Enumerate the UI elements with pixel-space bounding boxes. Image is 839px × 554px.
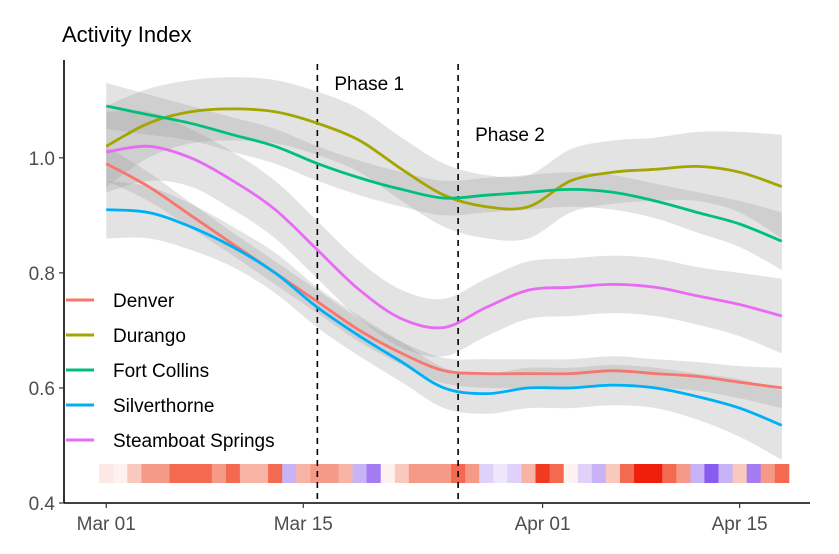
x-tick-label: Apr 01 (515, 514, 571, 535)
heat-cell (690, 464, 705, 483)
heat-cell (113, 464, 128, 483)
legend-label: Silverthorne (113, 396, 214, 417)
band-steamboat-springs (106, 110, 782, 357)
line-silverthorne (106, 208, 783, 427)
heat-cell (563, 464, 579, 483)
chart-title: Activity Index (62, 22, 192, 47)
line-steamboat-springs (105, 144, 783, 330)
heat-cell (591, 464, 607, 483)
heat-cell (577, 464, 593, 483)
legend-label: Durango (113, 326, 186, 347)
heat-cell (380, 464, 396, 483)
heat-cell (422, 464, 438, 483)
heat-cell (493, 464, 508, 483)
heat-cell (127, 464, 142, 483)
y-tick-label: 1.0 (29, 149, 55, 170)
legend-label: Denver (113, 291, 175, 312)
heat-cell (605, 464, 621, 483)
line-fort-collins (105, 104, 783, 243)
legend-label: Steamboat Springs (113, 431, 275, 452)
heat-cell (535, 464, 550, 483)
heat-cell (521, 464, 536, 483)
band-silverthorne (106, 180, 782, 460)
phase-label-1: Phase 1 (334, 74, 404, 95)
heat-cell (155, 464, 170, 483)
heat-cell (746, 464, 762, 483)
heat-cell (648, 464, 663, 483)
legend-label: Fort Collins (113, 361, 209, 382)
y-tick-label: 0.6 (29, 379, 55, 400)
heat-cell (324, 464, 339, 483)
heat-cell (408, 464, 424, 483)
line-denver (105, 162, 782, 390)
heat-cell (141, 464, 156, 483)
heat-cell (239, 464, 255, 483)
heat-cell (676, 464, 691, 483)
heat-cell (760, 464, 776, 483)
heat-cell (282, 464, 297, 483)
x-tick-label: Apr 15 (712, 514, 768, 535)
heat-cell (296, 464, 311, 483)
band-denver (106, 146, 782, 409)
heat-cell (225, 464, 241, 483)
phase-lines: Phase 1 Phase 2 (316, 64, 545, 503)
heat-cell (254, 464, 269, 483)
x-tick-label: Mar 15 (274, 514, 333, 535)
heat-cell (211, 464, 227, 483)
series-lines (105, 104, 783, 427)
heat-cell (704, 464, 719, 483)
heat-strip (99, 464, 790, 483)
heat-cell (169, 464, 185, 483)
y-tick-label: 0.4 (29, 494, 56, 515)
heat-cell (338, 464, 353, 483)
confidence-bands (106, 77, 782, 460)
y-tick-label: 0.8 (29, 264, 55, 285)
heat-cell (620, 464, 635, 483)
heat-cell (479, 464, 494, 483)
heat-cell (268, 464, 283, 483)
heat-cell (437, 464, 452, 483)
x-tick-label: Mar 01 (77, 514, 136, 535)
heat-cell (507, 464, 522, 483)
heat-cell (366, 464, 382, 483)
heat-cell (465, 464, 480, 483)
heat-cell (774, 464, 790, 483)
phase-label-2: Phase 2 (475, 125, 545, 146)
heat-cell (549, 464, 565, 483)
heat-cell (634, 464, 649, 483)
heat-cell (197, 464, 213, 483)
axes: 0.4 0.6 0.8 1.0 Mar 01 Mar 15 Apr 01 Apr 15 (29, 60, 810, 535)
heat-cell (718, 464, 733, 483)
heat-cell (732, 464, 748, 483)
band-fort-collins (106, 83, 782, 270)
heat-cell (99, 464, 114, 483)
heat-cell (394, 464, 410, 483)
heat-cell (662, 464, 677, 483)
band-durango (106, 77, 782, 241)
legend: Denver Durango Fort Collins Silverthorne Ste… (66, 291, 275, 452)
line-durango (105, 107, 783, 211)
heat-cell (183, 464, 199, 483)
heat-cell (352, 464, 367, 483)
